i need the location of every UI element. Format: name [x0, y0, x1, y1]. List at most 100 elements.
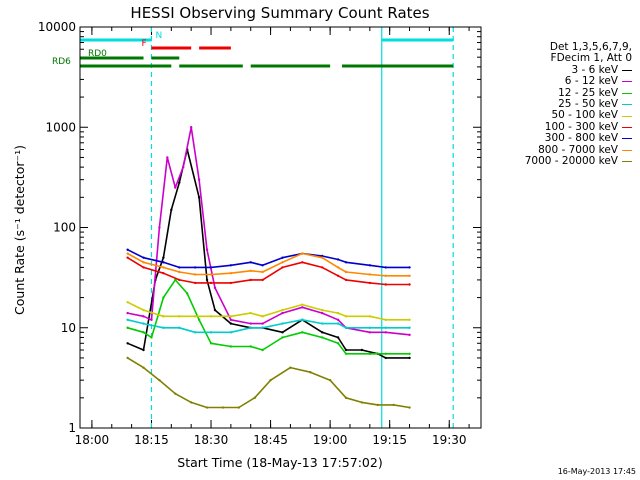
- legend-entry-label: 3 - 6 keV: [571, 63, 618, 76]
- series-point-7: [336, 258, 340, 261]
- series-point-1: [360, 348, 364, 352]
- series-point-2: [229, 318, 233, 322]
- series-point-2: [189, 126, 193, 129]
- series-point-1: [336, 336, 340, 339]
- series-point-6: [368, 281, 372, 285]
- series-point-5: [320, 308, 324, 312]
- annotation-label-rd0: RD0: [88, 49, 107, 59]
- date-stamp: 16-May-2013 17:45: [557, 467, 636, 476]
- series-point-8: [301, 252, 304, 255]
- series-point-2: [126, 311, 129, 315]
- series-point-6: [249, 278, 252, 282]
- series-point-6: [344, 278, 348, 282]
- legend-entry-label: 100 - 300 keV: [544, 120, 618, 133]
- series-point-2: [336, 318, 340, 322]
- series-point-3: [126, 326, 129, 329]
- legend-entry-label: 50 - 100 keV: [551, 109, 618, 122]
- series-point-6: [336, 274, 340, 277]
- series-line-9: [127, 357, 410, 409]
- series-point-5: [162, 315, 165, 318]
- series-point-2: [142, 315, 145, 318]
- series-point-2: [408, 333, 411, 337]
- series-point-3: [185, 292, 189, 295]
- legend-entry-label: 6 - 12 keV: [564, 75, 618, 88]
- series-point-8: [320, 256, 324, 259]
- legend-entry-label: 800 - 7000 keV: [538, 143, 618, 156]
- series-point-5: [344, 315, 348, 318]
- series-point-9: [126, 356, 129, 360]
- series-point-6: [193, 281, 197, 285]
- legend-header-line-2: FDecim 1, Att 0: [550, 52, 632, 65]
- series-point-5: [142, 308, 145, 312]
- series-point-8: [261, 270, 264, 274]
- axis-ticks: 18:00 18:15 18:30 18:45 19:00 19:15 19:30 1 10 10…: [38, 20, 481, 447]
- series-point-7: [178, 266, 181, 269]
- series-point-8: [178, 270, 181, 274]
- legend-entry: 12 - 25 keV: [500, 87, 632, 99]
- legend-entry: 25 - 50 keV: [500, 98, 632, 110]
- series-point-6: [178, 278, 181, 282]
- series-point-4: [162, 326, 165, 329]
- series-point-6: [281, 266, 284, 269]
- series-point-4: [408, 326, 411, 329]
- series-point-7: [193, 266, 197, 269]
- series-point-9: [289, 366, 292, 369]
- series-point-7: [261, 264, 264, 267]
- series-point-2: [384, 331, 387, 334]
- legend-entries: 3 - 6 keV 6 - 12 keV 12 - 25 keV 25 - 50 ke…: [500, 63, 632, 168]
- series-point-3: [384, 352, 387, 355]
- series-point-4: [178, 326, 181, 329]
- y-axis-label: Count Rate (s⁻¹ detector⁻¹): [12, 145, 27, 315]
- series-point-5: [178, 315, 181, 318]
- series-point-1: [178, 181, 181, 184]
- series-point-2: [174, 186, 177, 189]
- series-point-2: [368, 331, 372, 334]
- series-point-1: [384, 356, 387, 360]
- series-point-3: [150, 336, 153, 339]
- series-point-3: [142, 331, 145, 334]
- legend-swatch: [622, 81, 632, 83]
- series-point-8: [162, 266, 165, 269]
- legend-entry: 6 - 12 keV: [500, 75, 632, 88]
- series-point-5: [408, 318, 411, 322]
- series-point-5: [126, 300, 129, 304]
- series-point-4: [281, 322, 284, 325]
- series-point-5: [384, 318, 387, 322]
- series-point-7: [344, 261, 348, 264]
- series-point-7: [408, 266, 411, 269]
- series-point-5: [209, 315, 213, 318]
- series-point-1: [281, 331, 284, 334]
- series-point-4: [193, 331, 197, 334]
- series-point-7: [384, 266, 387, 269]
- legend-swatch: [622, 138, 632, 140]
- annotation-label-f: F: [141, 39, 146, 49]
- legend-entry: 100 - 300 keV: [500, 120, 632, 133]
- series-point-6: [126, 256, 129, 259]
- series-point-9: [344, 396, 348, 400]
- series-point-7: [126, 248, 129, 251]
- series-point-5: [261, 315, 264, 318]
- series-point-7: [162, 261, 165, 264]
- series-point-9: [328, 378, 332, 382]
- series-point-9: [408, 406, 411, 409]
- series-point-9: [142, 366, 145, 369]
- series-point-8: [193, 273, 197, 276]
- legend-swatch: [622, 92, 632, 94]
- series-point-8: [336, 266, 340, 269]
- legend-header-line-1: Det 1,3,5,6,7,9,: [549, 41, 632, 53]
- series-point-3: [301, 331, 304, 334]
- series-point-8: [142, 261, 145, 264]
- series-point-6: [301, 261, 304, 264]
- series-point-4: [249, 326, 252, 329]
- x-tick-label: 18:15: [134, 433, 169, 447]
- legend-swatch: [622, 149, 632, 151]
- series-point-1: [162, 256, 165, 259]
- legend-swatch: [622, 70, 632, 72]
- legend-swatch: [622, 127, 632, 129]
- series-point-1: [408, 356, 411, 360]
- series-point-3: [368, 352, 372, 355]
- x-tick-label: 18:30: [194, 433, 229, 447]
- series-point-1: [170, 208, 173, 212]
- series-point-9: [376, 403, 379, 407]
- series-point-3: [229, 345, 233, 348]
